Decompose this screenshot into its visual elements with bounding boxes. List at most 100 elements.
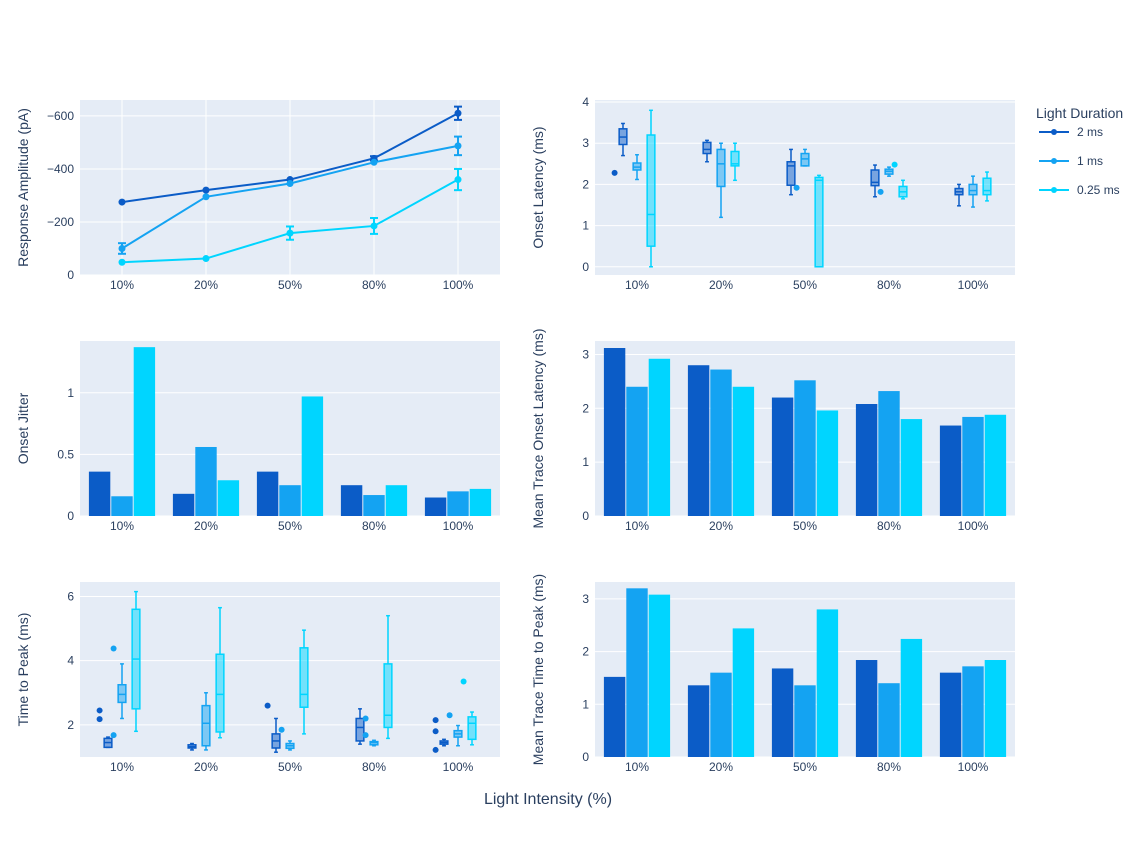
- box-body: [814, 176, 824, 268]
- bar-100: [962, 416, 984, 516]
- y-tick-label: −600: [47, 109, 74, 123]
- box-50: [264, 702, 281, 753]
- outlier-point: [611, 169, 618, 176]
- x-tick-label-10: 10%: [625, 760, 649, 774]
- y-axis-title: Onset Latency (ms): [530, 126, 546, 248]
- box-50: [278, 726, 295, 751]
- bar-20: [732, 628, 755, 757]
- box-80: [877, 166, 894, 195]
- outlier-point: [96, 707, 103, 714]
- x-tick-label-50: 50%: [793, 278, 817, 292]
- box-body: [702, 141, 712, 155]
- bar-50: [771, 668, 794, 757]
- outlier-point: [446, 712, 453, 719]
- y-axis-title: Onset Jitter: [15, 392, 31, 464]
- y-tick-label: 3: [582, 592, 589, 606]
- outlier-point: [877, 188, 884, 195]
- y-tick-label: 1: [582, 219, 589, 233]
- outlier-point: [110, 732, 117, 739]
- legend-title: Light Duration: [1036, 105, 1123, 121]
- box-body: [215, 653, 225, 733]
- figure-xlabel: Light Intensity (%): [484, 791, 612, 808]
- legend-item-1ms[interactable]: 1 ms: [1039, 154, 1103, 168]
- box-100: [968, 175, 978, 208]
- x-tick-label-80: 80%: [877, 519, 901, 533]
- data-point-80: [370, 222, 378, 230]
- data-point-20: [202, 186, 210, 194]
- box-20: [215, 606, 225, 739]
- box-body: [716, 148, 726, 188]
- series-025msms: [648, 358, 1007, 516]
- x-tick-label-100: 100%: [443, 278, 474, 292]
- series-2msms: [611, 122, 964, 207]
- x-tick-label-20: 20%: [709, 760, 733, 774]
- x-tick-label-10: 10%: [110, 278, 134, 292]
- outlier-point: [891, 161, 898, 168]
- box-body: [786, 161, 796, 186]
- panel-onset-jitter: 0 0.5 1 10% 20% 50% 80% 100% Onset Jitter: [15, 341, 500, 533]
- series-1msms: [111, 446, 469, 516]
- y-tick-label: 2: [582, 177, 589, 191]
- y-axis-title: Time to Peak (ms): [15, 613, 31, 727]
- y-tick-label: −400: [47, 162, 74, 176]
- y-tick-label: 2: [582, 401, 589, 415]
- y-tick-label: 1: [582, 455, 589, 469]
- x-tick-label-80: 80%: [362, 760, 386, 774]
- bar-20: [732, 386, 755, 516]
- y-axis-title: Response Amplitude (pA): [15, 108, 31, 267]
- box-body: [355, 717, 365, 742]
- bar-20: [710, 369, 732, 516]
- series-025msms: [133, 347, 492, 516]
- legend-item-2ms[interactable]: 2 ms: [1039, 125, 1103, 139]
- outlier-point: [793, 184, 800, 191]
- box-80: [891, 161, 908, 200]
- panel-mean-trace-ttp: 0 1 2 3 10% 20% 50% 80% 100% Mean Trace Time to P…: [530, 574, 1015, 774]
- bar-50: [771, 397, 794, 516]
- x-tick-label-10: 10%: [625, 519, 649, 533]
- box-80: [362, 715, 379, 747]
- x-tick-label-100: 100%: [443, 519, 474, 533]
- x-tick-label-50: 50%: [278, 760, 302, 774]
- bar-10: [648, 594, 671, 757]
- panel-amplitude: 0 −200 −400 −600 10% 20% 50% 80% 100% Response Am…: [15, 100, 500, 292]
- y-tick-label: 4: [582, 95, 589, 109]
- y-tick-label: 2: [67, 718, 74, 732]
- bar-50: [279, 485, 301, 516]
- bar-100: [939, 425, 962, 516]
- box-body: [467, 716, 477, 741]
- bar-80: [855, 404, 878, 516]
- x-tick-label-20: 20%: [194, 519, 218, 533]
- legend-item-025ms[interactable]: 0.25 ms: [1039, 183, 1120, 197]
- data-point-100: [454, 176, 462, 184]
- box-10: [110, 645, 127, 739]
- bar-10: [603, 348, 626, 516]
- y-tick-label: 0: [582, 750, 589, 764]
- bar-80: [385, 485, 408, 516]
- bar-80: [900, 638, 923, 757]
- legend[interactable]: Light Duration 2 ms 1 ms 0.25 ms: [1036, 105, 1123, 197]
- bar-80: [855, 660, 878, 757]
- box-80: [383, 614, 393, 740]
- box-body: [383, 663, 393, 729]
- bar-10: [603, 676, 626, 757]
- bar-50: [794, 685, 816, 757]
- box-body: [968, 183, 978, 196]
- x-tick-label-100: 100%: [958, 278, 989, 292]
- box-body: [800, 152, 810, 167]
- box-80: [355, 708, 365, 745]
- series-2msms: [88, 471, 447, 516]
- panels: 0 −200 −400 −600 10% 20% 50% 80% 100% Response Am…: [15, 95, 1015, 774]
- outlier-point: [362, 732, 369, 739]
- series-025msms: [648, 594, 1007, 757]
- box-50: [786, 148, 796, 196]
- x-tick-label-20: 20%: [709, 278, 733, 292]
- outlier-point: [362, 715, 369, 722]
- box-50: [299, 629, 309, 735]
- data-point-50: [286, 180, 294, 188]
- outlier-point: [432, 728, 439, 735]
- box-10: [632, 154, 642, 181]
- x-tick-label-20: 20%: [709, 519, 733, 533]
- x-tick-label-50: 50%: [793, 760, 817, 774]
- x-tick-label-80: 80%: [877, 760, 901, 774]
